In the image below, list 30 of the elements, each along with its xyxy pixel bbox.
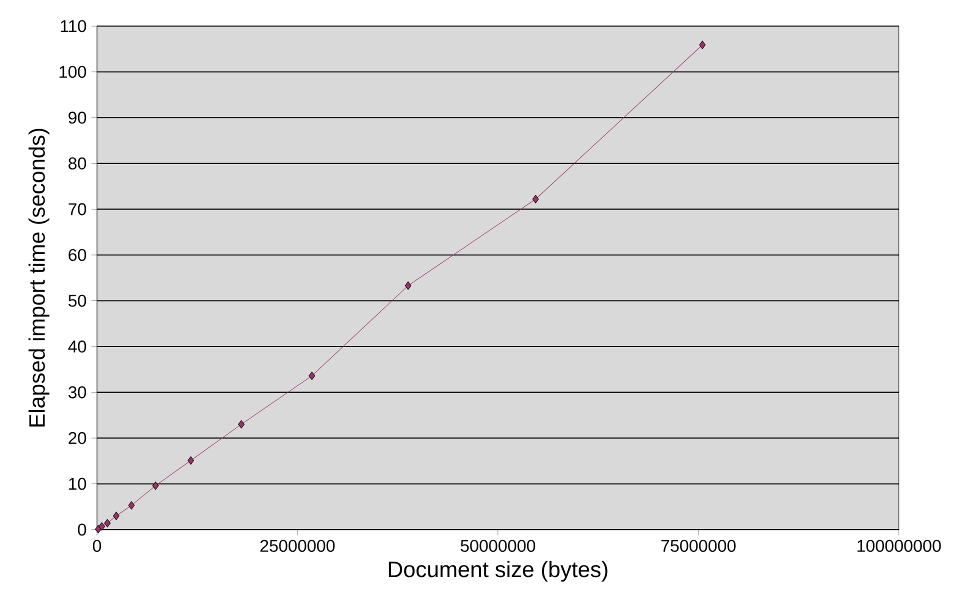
y-tick-label: 30: [68, 386, 86, 398]
y-tick-label: 80: [68, 157, 86, 170]
x-tick-label: 50000000: [460, 540, 536, 552]
y-tick-label: 70: [68, 203, 86, 216]
y-tick-label: 20: [68, 432, 86, 444]
point: [532, 194, 539, 204]
y-tick-label: 60: [68, 248, 86, 262]
point: [404, 281, 412, 290]
point: [188, 456, 194, 465]
x-tick-label: 0: [92, 540, 102, 552]
point: [104, 519, 111, 528]
x-tick-label: 100000000: [858, 540, 941, 552]
x-tick-label: 75000000: [661, 540, 736, 552]
point: [238, 420, 245, 429]
point: [98, 522, 106, 531]
y-tick-label: 90: [68, 112, 86, 124]
y-tick-label: 10: [69, 478, 86, 490]
y-tick-label: 100: [60, 66, 86, 78]
point: [152, 482, 159, 490]
y-tick-label: 110: [60, 20, 86, 32]
y-tick-label: 50: [68, 294, 86, 307]
point: [128, 501, 135, 510]
point: [113, 512, 120, 520]
y-axis-title: Elapsed import time (seconds): [28, 128, 50, 427]
y-tick-label: 0: [78, 524, 86, 536]
x-tick-label: 25000000: [260, 540, 335, 552]
point: [699, 40, 706, 50]
point: [308, 372, 316, 380]
y-tick-label: 40: [68, 340, 86, 353]
x-axis-title: Document size (bytes): [388, 560, 608, 582]
